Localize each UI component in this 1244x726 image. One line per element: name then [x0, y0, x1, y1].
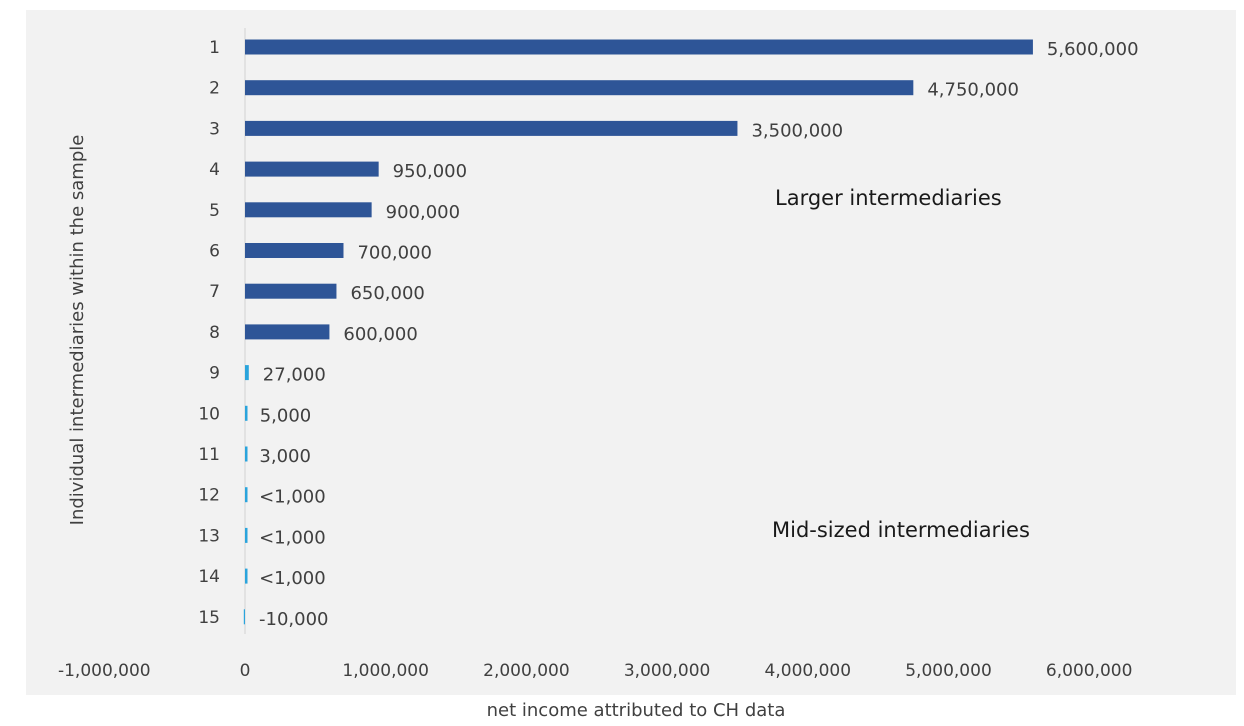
- bar: [243, 609, 245, 625]
- x-tick-label: 0: [240, 661, 251, 681]
- x-tick-label: 6,000,000: [1046, 661, 1133, 681]
- data-label: 5,000: [260, 405, 312, 426]
- data-label: <1,000: [259, 487, 326, 508]
- data-label: 27,000: [263, 365, 326, 386]
- plot-area: [26, 10, 1236, 695]
- bar: [245, 283, 337, 299]
- category-label: 3: [209, 119, 220, 139]
- category-label: 2: [209, 79, 220, 99]
- data-label: 950,000: [393, 161, 467, 182]
- category-label: 14: [198, 567, 220, 587]
- category-label: 13: [198, 526, 220, 546]
- bar: [245, 527, 248, 543]
- category-label: 1: [209, 38, 220, 58]
- bar: [245, 487, 248, 503]
- category-label: 9: [209, 364, 220, 384]
- bar: [245, 324, 330, 340]
- data-label: 700,000: [357, 243, 431, 264]
- category-label: 8: [209, 323, 220, 343]
- data-label: <1,000: [259, 527, 326, 548]
- x-tick-label: 1,000,000: [342, 661, 429, 681]
- category-label: 5: [209, 201, 220, 221]
- bar: [245, 39, 1033, 55]
- bar: [245, 568, 248, 584]
- data-label: 5,600,000: [1047, 39, 1139, 60]
- bar: [245, 80, 914, 96]
- x-tick-label: 5,000,000: [905, 661, 992, 681]
- data-label: 3,000: [259, 446, 311, 467]
- category-label: 6: [209, 242, 220, 262]
- data-label: 600,000: [343, 324, 417, 345]
- x-tick-label: 2,000,000: [483, 661, 570, 681]
- x-tick-label: 3,000,000: [624, 661, 711, 681]
- data-label: 3,500,000: [751, 120, 843, 141]
- bar: [245, 120, 738, 136]
- category-label: 10: [198, 404, 220, 424]
- data-label: 4,750,000: [927, 80, 1019, 101]
- group-annotation: Mid-sized intermediaries: [772, 518, 1030, 542]
- x-tick-label: 4,000,000: [765, 661, 852, 681]
- category-label: 12: [198, 486, 220, 506]
- category-label: 4: [209, 160, 220, 180]
- x-tick-label: -1,000,000: [58, 661, 151, 681]
- data-label: <1,000: [259, 568, 326, 589]
- y-axis-title: Individual intermediaries within the sam…: [67, 135, 88, 526]
- bar: [245, 202, 372, 218]
- data-label: 650,000: [350, 283, 424, 304]
- data-label: -10,000: [259, 609, 328, 630]
- category-label: 15: [198, 608, 220, 628]
- bar: [245, 446, 248, 462]
- category-label: 11: [198, 445, 220, 465]
- bar: [245, 405, 248, 421]
- group-annotation: Larger intermediaries: [775, 186, 1002, 210]
- data-label: 900,000: [386, 202, 460, 223]
- category-label: 7: [209, 282, 220, 302]
- bar: [245, 243, 344, 258]
- x-axis-title: net income attributed to CH data: [487, 700, 786, 721]
- bar: [245, 365, 249, 381]
- bar: [245, 161, 379, 177]
